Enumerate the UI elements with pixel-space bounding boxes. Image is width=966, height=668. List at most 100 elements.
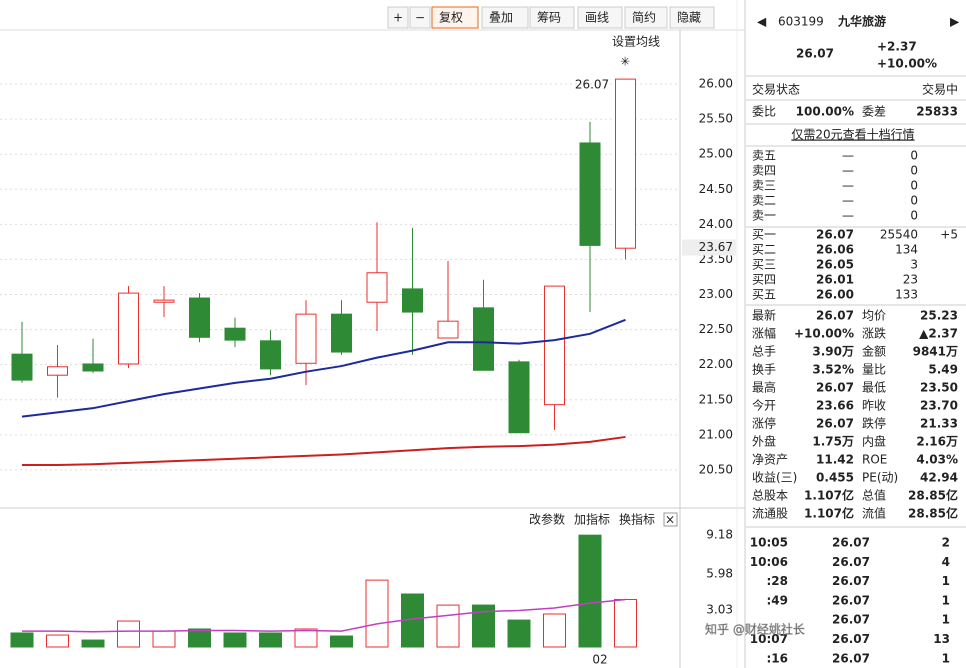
tick-price: 26.07	[832, 574, 870, 588]
pct: +10.00%	[877, 57, 937, 71]
toolbar-label[interactable]: +	[393, 11, 403, 25]
ask-label: 卖三	[752, 179, 776, 193]
toolbar-label[interactable]: 隐藏	[677, 11, 701, 25]
stat-value: +10.00%	[794, 327, 854, 341]
volume-bar	[578, 534, 602, 648]
stat-label: 涨幅	[752, 326, 776, 341]
candle-body	[579, 142, 601, 246]
stat-value: 26.07	[816, 381, 854, 395]
y-tick-label: 21.50	[699, 392, 733, 406]
bid-label: 买三	[752, 258, 776, 272]
ask-volume: 0	[910, 209, 918, 223]
stat-label: 昨收	[862, 399, 886, 413]
toolbar-button[interactable]	[669, 6, 715, 29]
stat-label: 涨跌	[862, 326, 886, 341]
cursor-box	[682, 239, 736, 256]
ask-price: —	[842, 179, 854, 193]
y-tick-label: 25.50	[699, 112, 733, 126]
stat-value: 9841万	[913, 345, 958, 359]
candle-body	[402, 288, 423, 313]
toolbar-label[interactable]: 画线	[585, 11, 609, 25]
candle-body	[331, 313, 352, 353]
bid-price: 26.06	[816, 243, 854, 257]
stat-label: 流值	[862, 506, 886, 521]
stat-value: 21.33	[920, 417, 958, 431]
ask-volume: 0	[910, 164, 918, 178]
indicator-button[interactable]: 加指标	[574, 512, 610, 527]
stat-value: 42.94	[920, 471, 958, 485]
next[interactable]: ▶	[950, 15, 960, 29]
bid-volume: 23	[903, 273, 918, 287]
tick-price: 26.07	[832, 536, 870, 550]
tick-price: 26.07	[832, 593, 870, 607]
ask-label: 卖四	[752, 164, 776, 178]
tick-time: :49	[767, 593, 789, 607]
stat-value: 1.107亿	[804, 506, 854, 521]
stat-value: 4.03%	[916, 453, 958, 467]
toolbar-button[interactable]	[387, 6, 409, 29]
y-tick-label: 23.00	[699, 287, 733, 301]
ask-volume: 0	[910, 149, 918, 163]
toolbar-button[interactable]	[431, 6, 479, 29]
indicator-button[interactable]: 改参数	[529, 512, 565, 527]
tick-volume: 1	[942, 574, 950, 588]
stat-label: 总值	[862, 488, 886, 503]
status-label: 交易状态	[752, 82, 800, 97]
stat-value: 28.85亿	[908, 506, 958, 521]
candle-body	[295, 313, 317, 364]
change: +2.37	[877, 40, 917, 54]
tick-volume: 4	[942, 555, 950, 569]
tick-volume: 2	[942, 536, 950, 550]
volume-bar	[294, 628, 318, 648]
y-tick-label: 25.00	[699, 147, 733, 161]
toolbar-label[interactable]: 叠加	[489, 11, 513, 25]
stat-label: 总手	[752, 345, 776, 359]
volume-bar	[152, 630, 176, 648]
candle-body	[153, 299, 175, 303]
candle-body	[544, 285, 565, 406]
toolbar-label[interactable]: −	[415, 11, 425, 25]
toolbar-label[interactable]: 筹码	[537, 11, 561, 25]
prev[interactable]: ◀	[757, 15, 767, 29]
volume-bar	[365, 579, 389, 648]
close-box[interactable]	[663, 512, 678, 527]
price: 26.07	[796, 47, 834, 61]
toolbar-button[interactable]	[409, 6, 431, 29]
toolbar-button[interactable]	[624, 6, 668, 29]
diff-value: 25833	[916, 105, 958, 119]
toolbar-button[interactable]	[577, 6, 623, 29]
toolbar-label[interactable]: 简约	[632, 10, 656, 25]
indicator-button[interactable]: 换指标	[619, 512, 655, 527]
ask-volume: 0	[910, 194, 918, 208]
stat-label: 流通股	[752, 507, 788, 521]
bid-volume: 134	[895, 243, 918, 257]
ask-label: 卖二	[752, 194, 776, 208]
stat-label: ROE	[862, 453, 887, 467]
y-tick-label: 21.00	[699, 427, 733, 441]
volume-bar	[436, 604, 460, 648]
toolbar-label[interactable]: 复权	[439, 11, 463, 25]
ma-line	[22, 435, 626, 467]
stat-label: 净资产	[752, 453, 788, 467]
volume-bar	[543, 613, 566, 648]
stat-label: 内盘	[862, 434, 886, 449]
toolbar-button[interactable]	[481, 6, 529, 29]
diff-label: 委差	[862, 105, 886, 119]
tick-volume: 13	[933, 632, 950, 646]
upgrade-link[interactable]: 仅需20元查看十档行情	[791, 128, 914, 142]
bid-volume: 25540	[880, 228, 918, 242]
stat-value: 0.455	[816, 471, 854, 485]
stat-label: 收益(三)	[752, 471, 797, 485]
ask-volume: 0	[910, 179, 918, 193]
volume-ma	[22, 598, 626, 633]
toolbar-button[interactable]	[529, 6, 575, 29]
bid-change: +5	[940, 228, 958, 242]
ma-setting[interactable]: 设置均线	[612, 35, 660, 49]
ask-label: 卖五	[752, 149, 776, 163]
watermark: 知乎 @财经姚社长	[705, 622, 805, 637]
volume-bar	[472, 604, 495, 648]
y-tick-label: 24.00	[699, 217, 733, 231]
tick-price: 26.07	[832, 651, 870, 665]
cursor-label: 23.67	[699, 240, 733, 254]
